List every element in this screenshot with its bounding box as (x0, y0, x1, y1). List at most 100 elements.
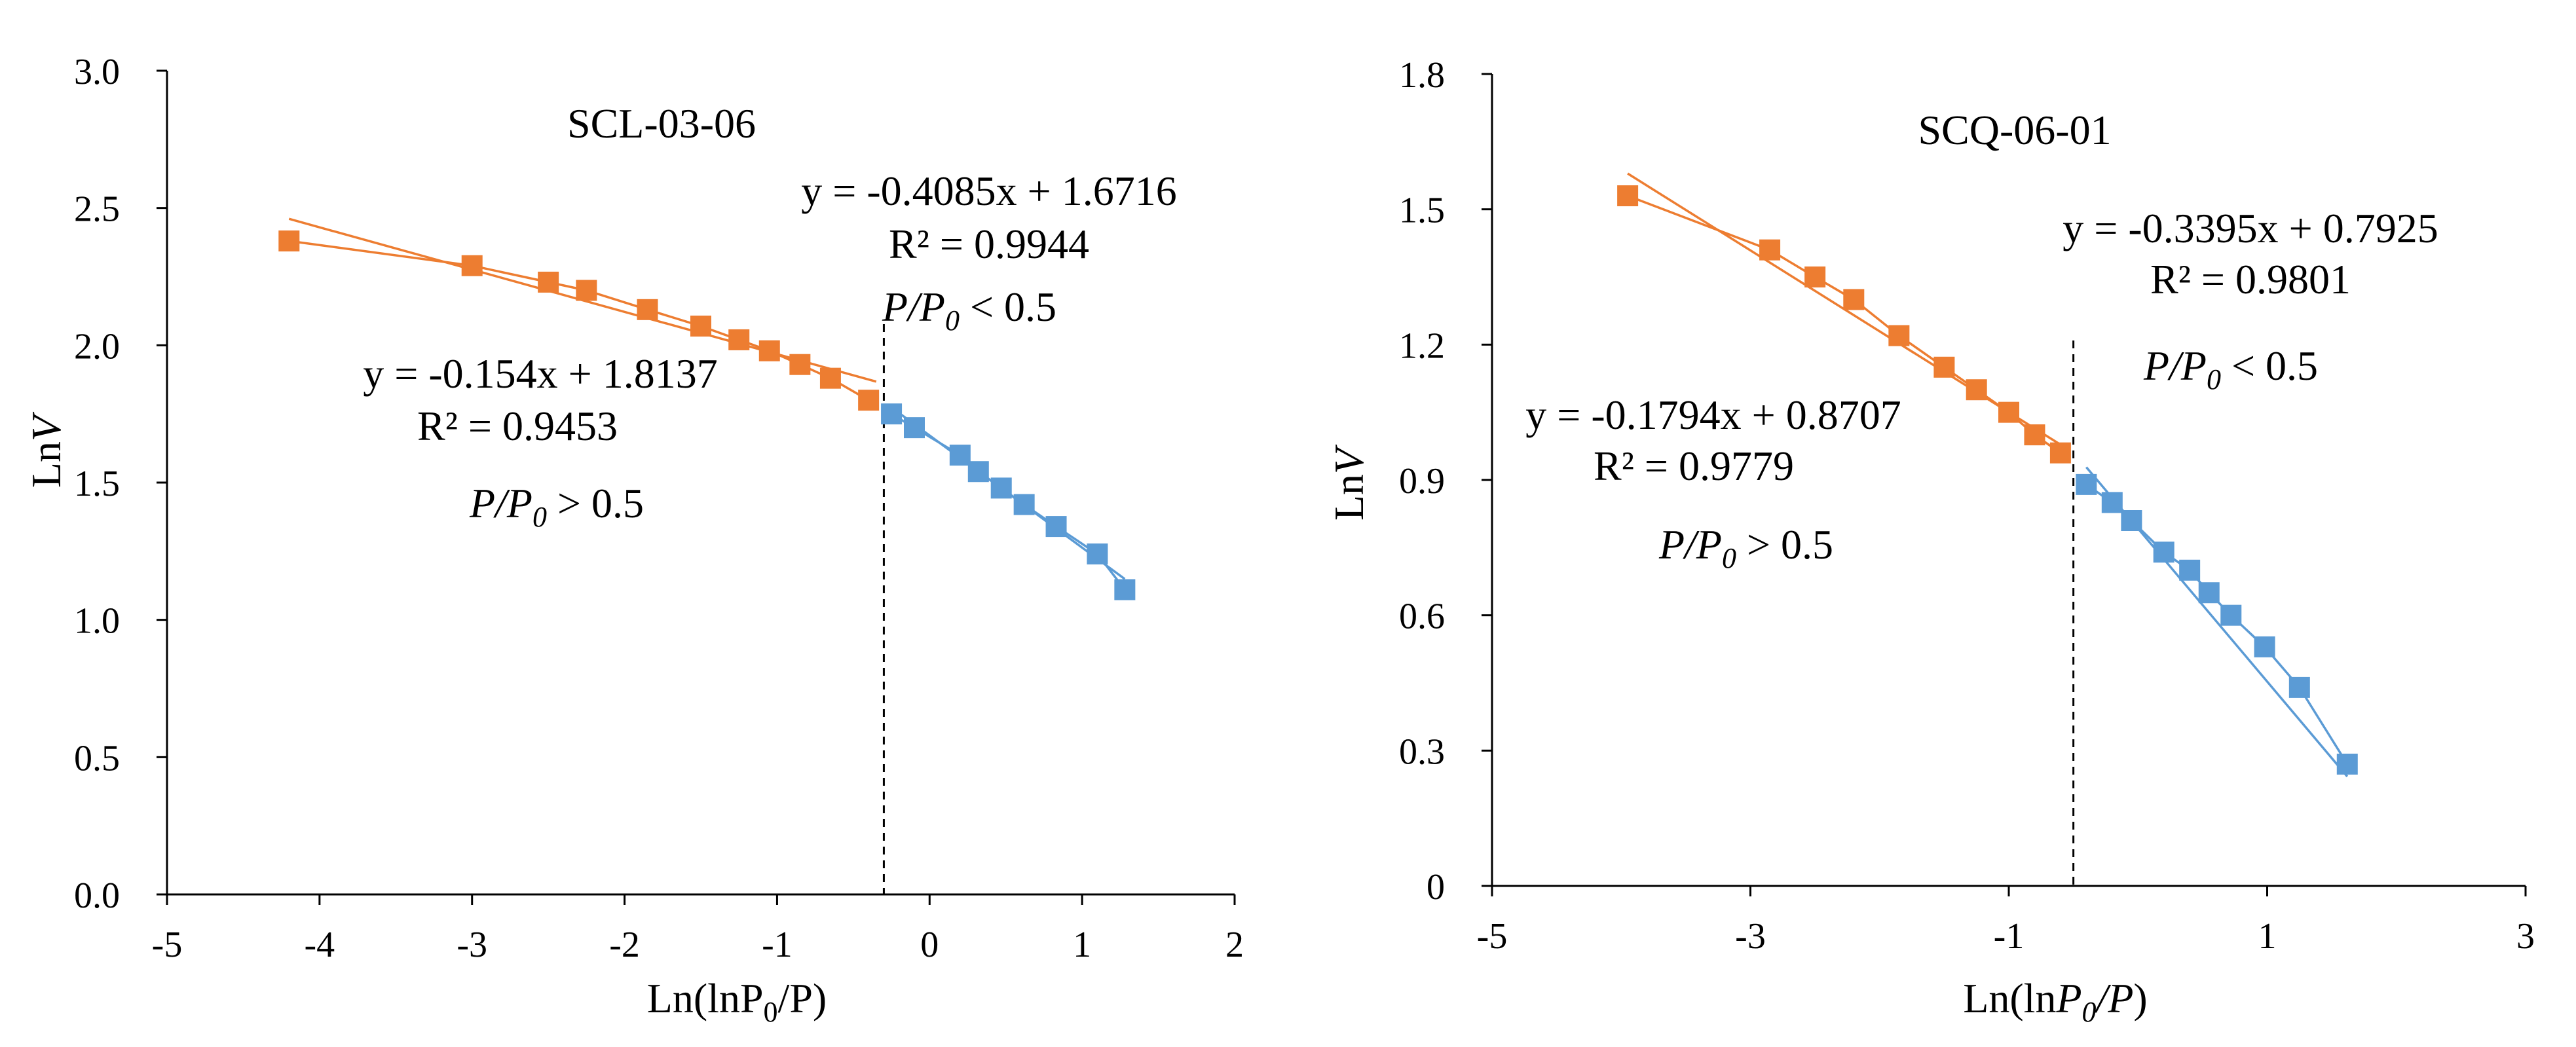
data-point (1759, 239, 1781, 261)
xlabel-sub: 0 (2082, 996, 2097, 1028)
data-point (690, 315, 711, 337)
condition-post: > 0.5 (547, 480, 644, 526)
chart-scq-svg: -5 -3 -1 1 3 0 0.3 0.6 0.9 1.2 1.5 1.8 SCQ-06-01 y … (1326, 55, 2535, 1028)
chart-scl-03-06: -5 -4 -3 -2 -1 0 1 2 0.0 0.5 1.0 1.5 2.0 2.5 3.0 SCL-0… (23, 52, 1244, 1028)
data-point (2198, 582, 2220, 604)
data-point (1843, 289, 1865, 310)
condition-post: < 0.5 (960, 284, 1056, 330)
data-point (1933, 356, 1955, 378)
r-squared-orange: R² = 0.9779 (1594, 443, 1794, 489)
condition-sub: 0 (1722, 542, 1736, 574)
data-point (278, 230, 300, 251)
data-point (1804, 266, 1826, 287)
data-point (461, 255, 483, 276)
y-tick-label: 1.8 (1399, 55, 1445, 96)
x-tick-label: 0 (920, 925, 939, 965)
y-axis-label: LnV (1326, 444, 1372, 521)
chart-title: SCL-03-06 (567, 100, 756, 147)
condition-blue: P/P0 < 0.5 (2143, 342, 2318, 395)
data-point (1888, 325, 1910, 346)
data-point (858, 390, 880, 411)
condition-pre: P/P (469, 480, 532, 526)
ylabel-italic: V (1326, 444, 1372, 474)
data-point (967, 461, 989, 483)
y-tick-label: 1.5 (1399, 191, 1445, 231)
data-point (2101, 492, 2123, 513)
xlabel-sub: 0 (764, 996, 778, 1028)
condition-post: > 0.5 (1736, 521, 1833, 568)
series-orange (1617, 172, 2071, 464)
fit-equation-blue: y = -0.4085x + 1.6716 (801, 168, 1177, 214)
data-point (1966, 379, 1987, 401)
y-tick-label: 1.2 (1399, 325, 1445, 366)
chart-scq-06-01: -5 -3 -1 1 3 0 0.3 0.6 0.9 1.2 1.5 1.8 SCQ-06-01 y … (1288, 0, 2576, 1047)
data-point (1114, 579, 1136, 600)
data-point (2024, 424, 2045, 446)
xlabel-post: /P) (778, 975, 827, 1021)
data-series (278, 217, 1136, 600)
data-point (576, 280, 597, 301)
data-point (1617, 185, 1639, 206)
y-axis-label: LnV (23, 411, 69, 488)
xlabel-post-italic: /P (2095, 975, 2134, 1021)
x-tick-label: 1 (2258, 916, 2277, 957)
data-point (637, 299, 658, 320)
data-point (789, 354, 811, 375)
data-point (819, 367, 841, 389)
axis-ticks: -5 -3 -1 1 3 0 0.3 0.6 0.9 1.2 1.5 1.8 (1399, 55, 2535, 957)
x-tick-label: -5 (152, 925, 183, 965)
x-tick-label: -5 (1477, 916, 1508, 957)
ylabel-italic: V (23, 411, 69, 441)
r-squared-blue: R² = 0.9801 (2150, 256, 2351, 303)
data-point (904, 417, 925, 439)
condition-blue: P/P0 < 0.5 (882, 284, 1056, 337)
xlabel-italic: P (2055, 975, 2081, 1021)
data-point (2220, 604, 2242, 626)
condition-orange: P/P0 > 0.5 (1658, 521, 1833, 574)
data-point (2254, 636, 2275, 657)
x-axis-label: Ln(lnP0/P) (1963, 975, 2147, 1028)
y-tick-label: 2.0 (74, 326, 120, 367)
data-point (1013, 494, 1035, 515)
fit-equation-orange: y = -0.154x + 1.8137 (363, 350, 718, 397)
xlabel-pre: Ln(ln (1963, 975, 2056, 1021)
data-point (949, 445, 971, 466)
data-point (2076, 473, 2097, 495)
data-point (728, 329, 750, 350)
data-point (990, 477, 1012, 499)
data-point (2179, 559, 2201, 581)
condition-orange: P/P0 > 0.5 (469, 480, 644, 533)
y-tick-label: 2.5 (74, 189, 120, 230)
x-tick-label: 3 (2516, 916, 2535, 957)
fit-equation-blue: y = -0.3395x + 0.7925 (2063, 205, 2438, 251)
axis-ticks: -5 -4 -3 -2 -1 0 1 2 0.0 0.5 1.0 1.5 2.0 2.5 3.0 (74, 52, 1244, 965)
data-point (1087, 543, 1108, 565)
x-tick-label: 1 (1073, 925, 1091, 965)
data-series (1617, 172, 2358, 778)
data-point (758, 340, 780, 361)
r-squared-blue: R² = 0.9944 (889, 221, 1089, 267)
y-tick-label: 1.0 (74, 601, 120, 642)
ylabel-pre: Ln (1326, 474, 1372, 521)
condition-pre: P/P (1658, 521, 1722, 568)
y-tick-label: 3.0 (74, 52, 120, 92)
x-tick-label: -2 (609, 925, 640, 965)
series-orange (278, 217, 880, 411)
data-point (2121, 510, 2142, 531)
y-tick-label: 0.3 (1399, 731, 1445, 772)
y-tick-label: 0.9 (1399, 461, 1445, 502)
data-point (2336, 754, 2358, 775)
x-tick-label: -3 (457, 925, 487, 965)
y-tick-label: 1.5 (74, 464, 120, 504)
series-line (1627, 194, 2061, 454)
data-point (1045, 516, 1067, 538)
series-blue (881, 403, 1136, 600)
x-tick-label: -4 (305, 925, 335, 965)
condition-sub: 0 (945, 304, 960, 337)
y-tick-label: 0.6 (1399, 597, 1445, 637)
xlabel-pre: Ln(lnP (647, 975, 764, 1021)
condition-sub: 0 (532, 501, 547, 533)
fit-equation-orange: y = -0.1794x + 0.8707 (1525, 392, 1901, 438)
data-point (2049, 442, 2071, 464)
